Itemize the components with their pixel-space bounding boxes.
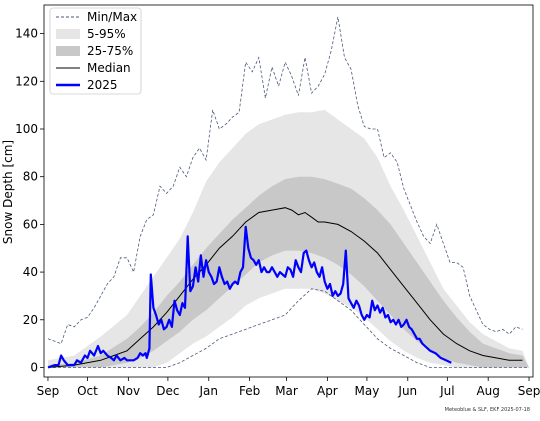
y-tick-label: 40 — [23, 265, 38, 279]
legend-label: 2025 — [87, 78, 118, 92]
legend: Min/Max 5-95% 25-75% Median 2025 — [49, 7, 142, 95]
x-tick-label: Jul — [439, 384, 454, 398]
legend-label: 25-75% — [87, 44, 133, 58]
legend-swatch — [56, 46, 80, 56]
legend-label: Min/Max — [87, 10, 137, 24]
y-tick-label: 120 — [15, 74, 38, 88]
x-tick-label: Mar — [275, 384, 298, 398]
plot-frame — [43, 4, 534, 378]
x-tick-label: Oct — [77, 384, 98, 398]
x-tick-label: May — [355, 384, 380, 398]
y-tick-label: 60 — [23, 217, 38, 231]
x-tick-label: Dec — [156, 384, 179, 398]
x-tick-label: Apr — [317, 384, 338, 398]
x-tick-label: Jun — [397, 384, 417, 398]
credit-text: Meteoblue & SLF, EKF 2025-07-18 — [445, 407, 530, 413]
legend-swatch — [56, 29, 80, 39]
y-tick-label: 100 — [15, 122, 38, 136]
median-line — [47, 207, 523, 368]
min-line — [48, 288, 529, 368]
x-tick-label: Sep — [37, 384, 60, 398]
y-tick-label: 20 — [23, 313, 38, 327]
x-tick-label: Feb — [239, 384, 260, 398]
x-tick-label: Jan — [199, 384, 219, 398]
y-axis-title: Snow Depth [cm] — [1, 140, 15, 244]
x-tick-label: Nov — [117, 384, 140, 398]
x-tick-label: Aug — [476, 384, 499, 398]
y-tick-label: 140 — [15, 27, 38, 41]
y-tick-label: 0 — [30, 360, 38, 374]
max-line — [47, 16, 523, 345]
x-tick-label: Sep — [518, 384, 540, 398]
legend-label: Median — [87, 61, 131, 75]
legend-label: 5-95% — [87, 27, 126, 41]
y-tick-label: 80 — [23, 170, 38, 184]
current-season-line — [47, 225, 452, 369]
